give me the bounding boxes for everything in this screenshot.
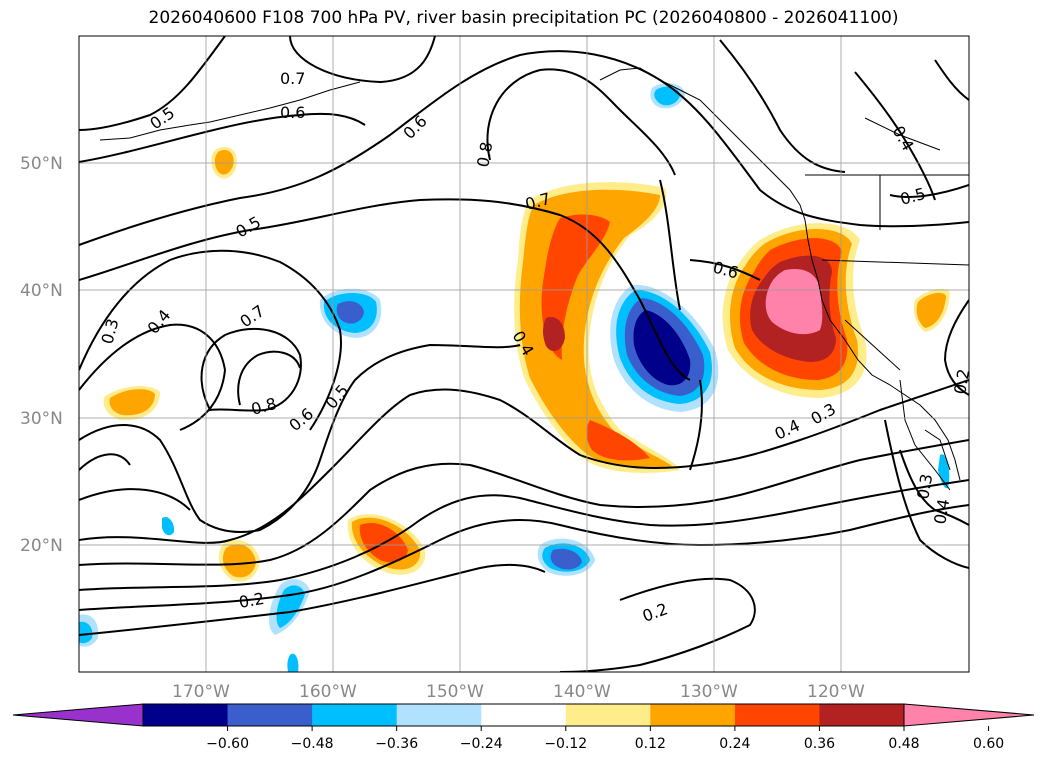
colorbar-tick-label: −0.48 [291,736,334,752]
lon-label-140w: 140°W [553,682,611,702]
contour-label: 0.3 [913,472,936,500]
colorbar-frame [142,703,905,727]
colorbar-extend-high [903,703,1035,727]
colorbar-tick-label: 0.12 [635,736,666,752]
colorbar-segment [396,704,482,726]
colorbar-segment [734,704,820,726]
contour-label: 0.2 [237,589,265,612]
colorbar-tick-label: −0.36 [375,736,418,752]
map-frame [78,35,970,673]
graticule [79,36,969,672]
lon-label-130w: 130°W [680,682,738,702]
colorbar-segment [312,704,398,726]
contour-label: 0.7 [280,69,305,88]
contour-label: 0.2 [950,367,973,395]
colorbar-tick-label: −0.60 [206,736,249,752]
colorbar-extend-low [12,703,144,727]
colorbar-segment [143,704,229,726]
lon-label-160w: 160°W [299,682,357,702]
lon-label-150w: 150°W [426,682,484,702]
lat-label-40n: 40°N [20,281,63,301]
colorbar-segment [565,704,651,726]
contour-label: 0.6 [280,103,305,122]
pv-contours [79,36,969,672]
colorbar-segment [819,704,905,726]
colorbar-tick-label: 0.36 [804,736,835,752]
colorbar-tick-label: 0.48 [888,736,919,752]
contour-label: 0.8 [473,140,496,168]
colorbar: −0.60 −0.48 −0.36 −0.24 −0.12 0.12 0.24 0.36 0.4… [12,703,1035,752]
colorbar-segment [481,704,567,726]
colorbar-tick-label: −0.24 [460,736,503,752]
colorbar-tick-label: −0.12 [544,736,587,752]
map-title: 2026040600 F108 700 hPa PV, river basin … [148,8,899,28]
longitude-labels: 170°W 160°W 150°W 140°W 130°W 120°W [172,682,865,702]
colorbar-tick-label: 0.24 [719,736,750,752]
colorbar-segment [227,704,313,726]
map-area: 0.7 0.5 0.6 0.6 0.8 0.7 0.5 0.4 0.3 0.7 … [79,36,973,672]
coastlines [99,67,969,491]
lon-label-120w: 120°W [807,682,865,702]
lat-label-30n: 30°N [20,409,63,429]
colorbar-segment [650,704,736,726]
lat-label-50n: 50°N [20,154,63,174]
lon-label-170w: 170°W [172,682,230,702]
contour-label: 0.4 [930,497,953,525]
lat-label-20n: 20°N [20,536,63,556]
latitude-labels: 50°N 40°N 30°N 20°N [20,154,63,556]
colorbar-tick-label: 0.60 [973,736,1004,752]
